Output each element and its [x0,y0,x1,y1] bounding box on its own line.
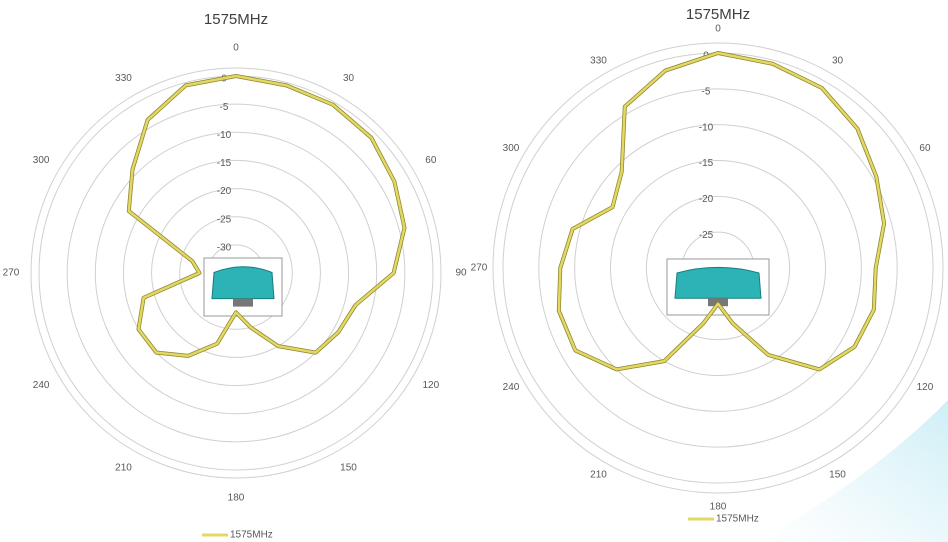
decoration [760,400,948,542]
angle-tick-label: 150 [340,462,357,473]
r-tick-label: -5 [702,86,711,97]
angle-tick-label: 270 [3,268,20,279]
grid-ring [179,216,293,330]
chart-title: 1575MHz [686,6,750,23]
grid-ring [122,159,350,387]
antenna-base [233,298,253,307]
angle-tick-label: 240 [503,382,520,393]
chart-title: 1575MHz [204,11,268,28]
angle-tick-label: 60 [919,143,931,154]
r-tick-label: -30 [217,242,232,253]
angle-tick-label: 30 [343,73,355,84]
pattern-line [557,51,886,371]
angle-tick-label: 210 [115,462,132,473]
legend-label: 1575MHz [230,530,273,541]
antenna-body [674,266,762,299]
r-tick-label: -15 [699,158,714,169]
r-tick-label: -25 [217,214,232,225]
r-tick-label: -25 [699,230,714,241]
angle-tick-label: 180 [710,502,727,513]
r-tick-label: -20 [217,186,232,197]
angle-tick-label: 150 [829,470,846,481]
pattern-line [127,74,406,358]
angle-tick-label: 300 [33,155,50,166]
angle-tick-label: 0 [715,24,721,35]
antenna-body [211,266,275,300]
grid-ring [66,103,406,443]
angle-tick-label: 330 [590,56,607,67]
r-tick-label: -5 [220,102,229,113]
grid-ring [610,160,826,376]
angle-tick-label: 30 [832,56,844,67]
legend-label: 1575MHz [716,514,759,525]
angle-tick-label: 330 [115,73,132,84]
angle-tick-label: 180 [228,493,245,504]
r-tick-label: -15 [217,158,232,169]
angle-tick-label: 90 [455,268,467,279]
grid-ring [151,188,321,358]
angle-tick-label: 120 [917,382,934,393]
r-tick-label: -20 [699,194,714,205]
angle-tick-label: 300 [503,143,520,154]
angle-tick-label: 270 [471,263,488,274]
frame [30,67,442,479]
grid-ring [94,131,378,415]
grid-ring [538,88,898,448]
antenna-image [203,257,283,317]
grid-ring [574,124,862,412]
angle-tick-label: 0 [233,43,239,54]
r-tick-label: -10 [217,130,232,141]
angle-tick-label: 240 [33,380,50,391]
angle-tick-label: 60 [425,155,437,166]
r-tick-label: -10 [699,122,714,133]
frame [492,42,944,494]
angle-tick-label: 120 [423,380,440,391]
grid-ring [645,195,791,341]
angle-tick-label: 210 [590,470,607,481]
